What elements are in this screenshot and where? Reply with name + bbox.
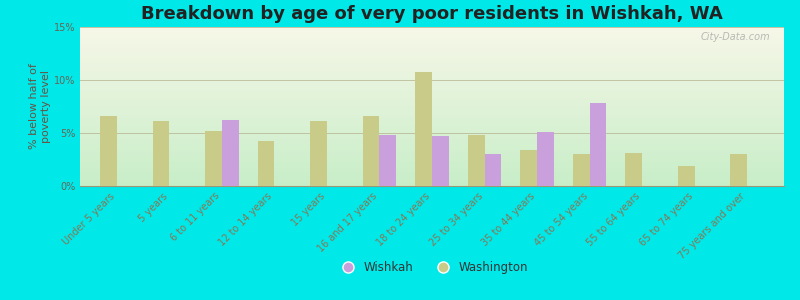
Bar <box>590 103 606 186</box>
Bar <box>415 71 432 186</box>
Bar <box>222 120 238 186</box>
Legend: Wishkah, Washington: Wishkah, Washington <box>332 256 532 279</box>
Bar <box>205 131 222 186</box>
Bar <box>432 136 449 186</box>
Bar <box>258 142 274 186</box>
Bar <box>362 116 379 186</box>
Bar <box>573 154 590 186</box>
Bar <box>100 116 117 186</box>
Bar <box>537 132 554 186</box>
Bar <box>485 154 502 186</box>
Bar <box>730 154 747 186</box>
Bar <box>678 166 694 186</box>
Bar <box>626 153 642 186</box>
Title: Breakdown by age of very poor residents in Wishkah, WA: Breakdown by age of very poor residents … <box>141 5 723 23</box>
Y-axis label: % below half of
poverty level: % below half of poverty level <box>30 64 51 149</box>
Bar <box>379 135 396 186</box>
Bar <box>153 121 170 186</box>
Bar <box>468 135 485 186</box>
Bar <box>310 121 327 186</box>
Text: City-Data.com: City-Data.com <box>700 32 770 42</box>
Bar <box>520 150 537 186</box>
